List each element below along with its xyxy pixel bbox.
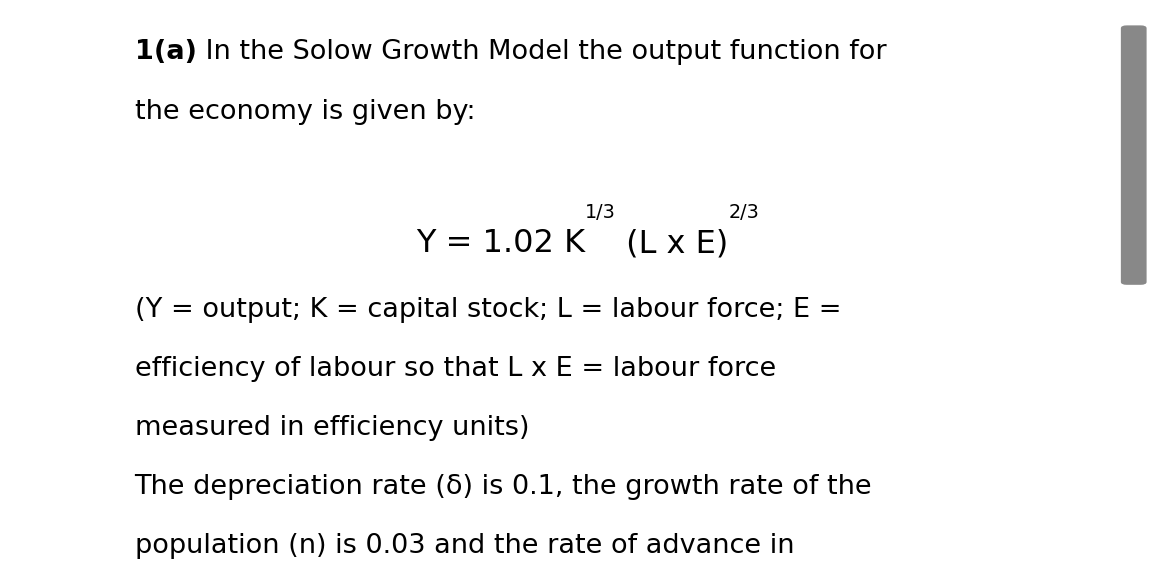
Text: (L x E): (L x E) [615,228,728,259]
Text: population (n) is 0.03 and the rate of advance in: population (n) is 0.03 and the rate of a… [135,534,794,559]
Text: efficiency of labour so that L x E = labour force: efficiency of labour so that L x E = lab… [135,356,776,382]
FancyBboxPatch shape [1121,25,1147,285]
Text: 2/3: 2/3 [728,203,759,222]
Text: the economy is given by:: the economy is given by: [135,99,475,125]
Text: The depreciation rate (δ) is 0.1, the growth rate of the: The depreciation rate (δ) is 0.1, the gr… [135,474,872,500]
Text: measured in efficiency units): measured in efficiency units) [135,415,529,441]
Text: 1(a): 1(a) [135,39,197,65]
Text: In the Solow Growth Model the output function for: In the Solow Growth Model the output fun… [197,39,886,65]
Text: (Y = output; K = capital stock; L = labour force; E =: (Y = output; K = capital stock; L = labo… [135,297,841,323]
Text: Y = 1.02 K: Y = 1.02 K [415,228,585,259]
Text: 1/3: 1/3 [585,203,615,222]
